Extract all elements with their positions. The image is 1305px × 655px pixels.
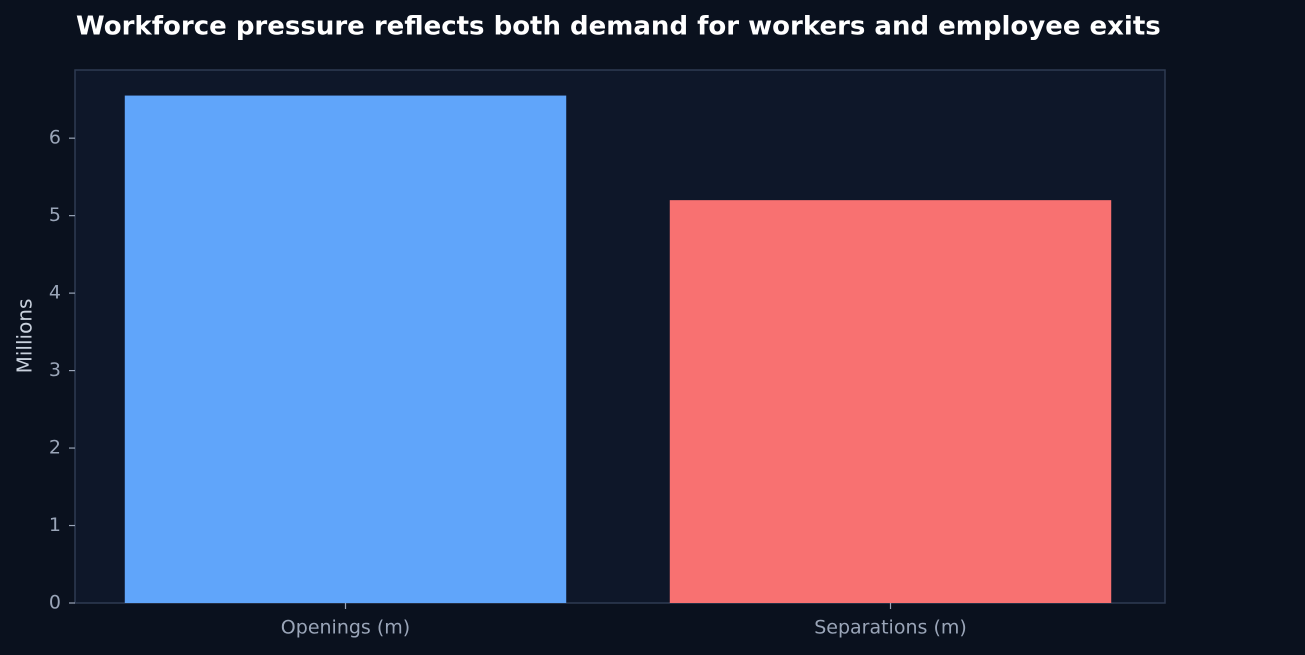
y-axis-label: Millions [13,299,37,374]
y-tick-label: 6 [49,127,61,149]
y-tick-label: 2 [49,437,61,459]
chart-title: Workforce pressure reflects both demand … [76,12,1161,42]
y-tick-label: 0 [49,592,61,614]
bar [124,95,567,604]
y-tick-label: 5 [49,204,61,226]
x-tick-label: Separations (m) [814,617,967,639]
x-tick-label: Openings (m) [281,617,410,639]
y-tick-label: 4 [49,282,61,304]
y-tick-label: 3 [49,359,61,381]
y-tick-label: 1 [49,514,61,536]
bar [669,200,1112,603]
